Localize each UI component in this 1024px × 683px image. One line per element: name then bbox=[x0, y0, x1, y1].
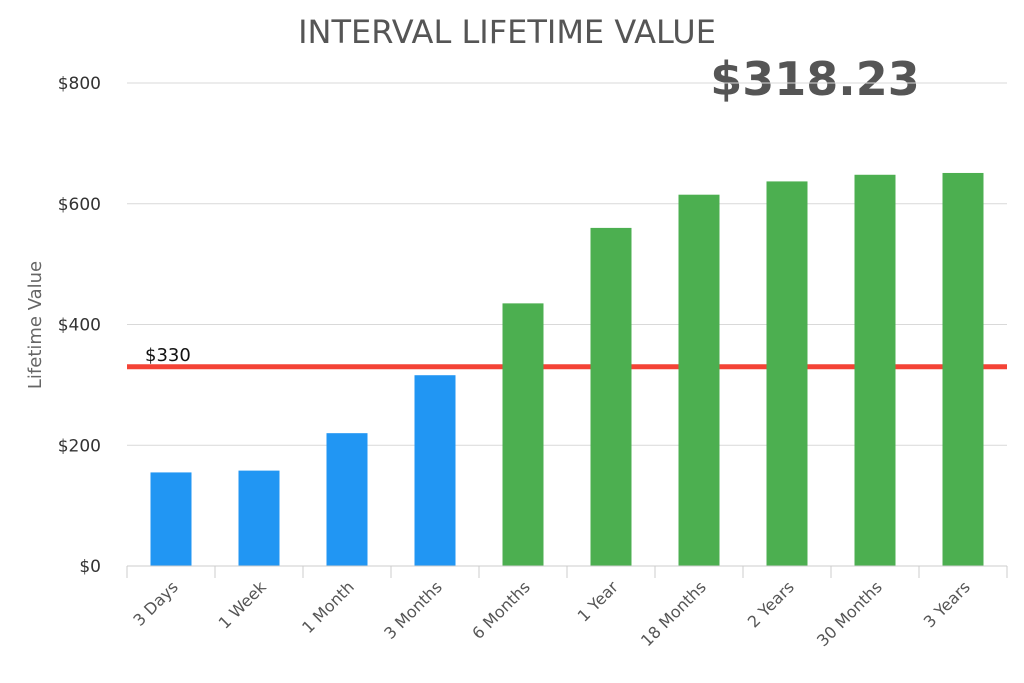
x-tick-label: 6 Months bbox=[468, 577, 534, 643]
y-axis-label: Lifetime Value bbox=[25, 261, 46, 389]
bars bbox=[150, 172, 984, 567]
bar bbox=[414, 375, 456, 566]
bar bbox=[590, 227, 632, 566]
bar bbox=[150, 472, 192, 566]
y-tick-label: $0 bbox=[79, 557, 101, 577]
chart-title: INTERVAL LIFETIME VALUE bbox=[298, 13, 716, 51]
x-tick-label: 3 Years bbox=[920, 577, 974, 631]
y-axis-ticks: $0 $200 $400 $600 $800 bbox=[58, 74, 101, 577]
bar bbox=[238, 470, 280, 566]
x-tick-label: 2 Years bbox=[744, 577, 798, 631]
y-tick-label: $800 bbox=[58, 74, 101, 94]
x-tick-label: 1 Year bbox=[574, 577, 622, 625]
y-tick-label: $400 bbox=[58, 316, 101, 336]
y-tick-label: $600 bbox=[58, 195, 101, 215]
bar bbox=[942, 172, 984, 567]
y-tick-label: $200 bbox=[58, 436, 101, 456]
x-tick-label: 1 Week bbox=[215, 577, 271, 633]
x-axis: 3 Days 1 Week 1 Month 3 Months 6 Months 1 Yea… bbox=[126, 565, 1008, 650]
x-tick-label: 3 Months bbox=[380, 577, 446, 643]
x-tick-label: 1 Month bbox=[298, 577, 358, 637]
bar bbox=[502, 303, 544, 566]
bar bbox=[678, 194, 720, 566]
bar bbox=[326, 433, 368, 566]
bar bbox=[854, 174, 896, 566]
x-tick-label: 18 Months bbox=[637, 577, 710, 650]
bar bbox=[766, 181, 808, 566]
highlight-value: $318.23 bbox=[710, 52, 920, 106]
reference-line-label: $330 bbox=[145, 345, 191, 366]
x-tick-label: 30 Months bbox=[813, 577, 886, 650]
x-tick-label: 3 Days bbox=[129, 577, 181, 629]
